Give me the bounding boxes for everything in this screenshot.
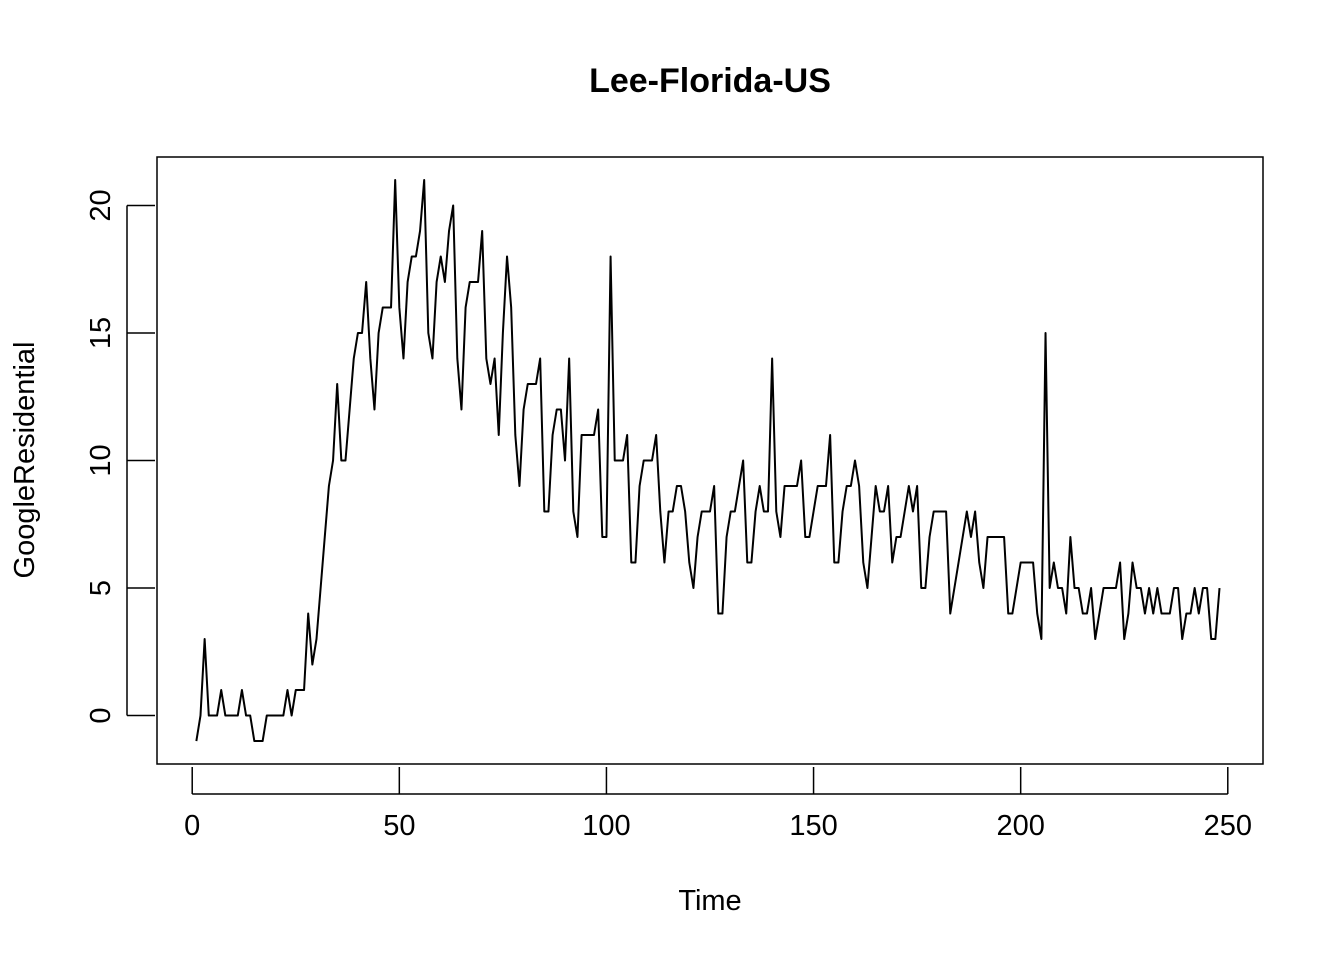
- y-axis-label: GoogleResidential: [9, 342, 41, 579]
- x-tick-label: 100: [582, 810, 630, 842]
- plot-frame: [156, 156, 1264, 765]
- series-line: [195, 178, 1221, 743]
- y-tick-label: 0: [85, 707, 117, 723]
- y-tick-label: 15: [85, 317, 117, 349]
- x-tick-label: 150: [789, 810, 837, 842]
- x-tick-label: 0: [184, 810, 200, 842]
- y-axis: 0 5 10 15 20: [85, 189, 155, 724]
- x-tick-label: 250: [1204, 810, 1252, 842]
- x-axis: 0 50 100 150 200 250: [184, 767, 1252, 842]
- x-tick-label: 50: [383, 810, 415, 842]
- y-tick-label: 20: [85, 189, 117, 221]
- x-tick-label: 200: [996, 810, 1044, 842]
- y-tick-label: 10: [85, 444, 117, 476]
- chart-title: Lee-Florida-US: [589, 62, 831, 100]
- x-axis-label: Time: [678, 885, 741, 917]
- y-tick-label: 5: [85, 580, 117, 596]
